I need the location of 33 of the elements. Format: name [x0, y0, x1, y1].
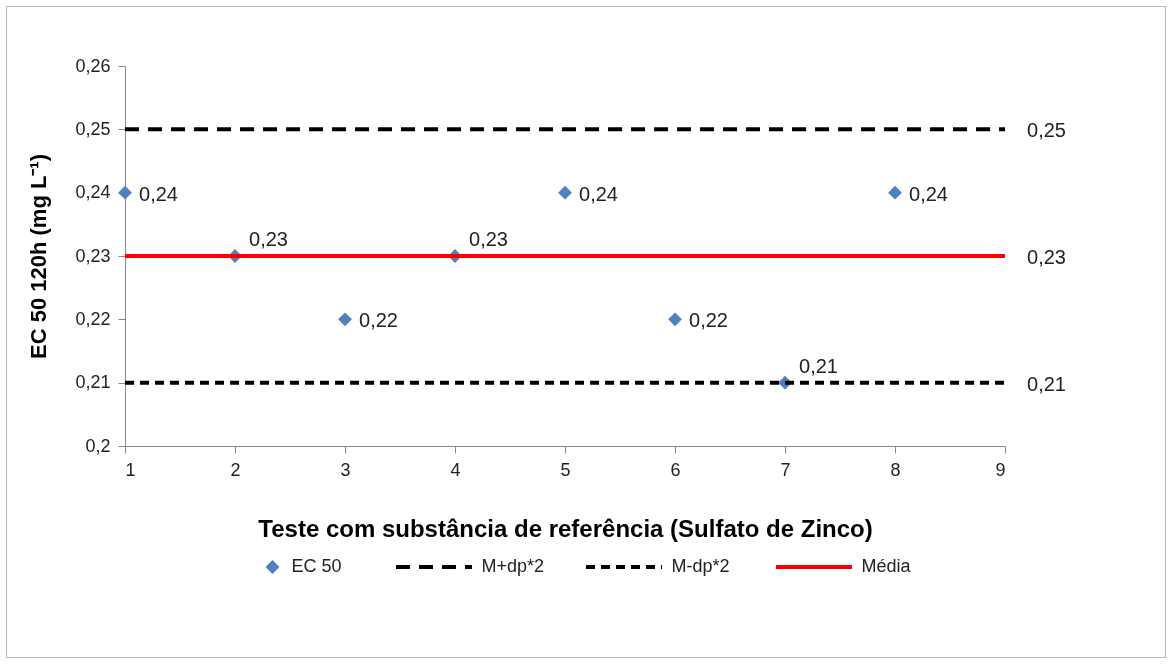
x-tick-label: 7: [780, 459, 791, 480]
y-tick-label: 0,26: [75, 55, 111, 76]
y-tick-label: 0,24: [75, 182, 111, 203]
x-tick-label: 1: [125, 459, 136, 480]
data-label: 0,22: [359, 309, 398, 332]
data-label: 0,25: [1027, 119, 1066, 142]
data-label: 0,21: [1027, 372, 1066, 395]
y-tick-label: 0,22: [75, 308, 111, 329]
x-tick-label: 3: [340, 459, 351, 480]
data-label: 0,21: [799, 354, 838, 377]
x-tick-label: 4: [450, 459, 461, 480]
legend-label: M+dp*2: [481, 556, 545, 576]
legend-label: Média: [861, 556, 912, 576]
legend-label: M-dp*2: [671, 556, 730, 576]
x-tick-label: 2: [230, 459, 241, 480]
data-label: 0,24: [579, 182, 618, 205]
x-tick-label: 6: [670, 459, 681, 480]
y-tick-label: 0,21: [75, 372, 111, 393]
y-tick-label: 0,23: [75, 245, 111, 266]
y-tick-label: 0,2: [85, 435, 111, 456]
data-label: 0,22: [689, 309, 728, 332]
legend-label: EC 50: [291, 556, 342, 576]
data-label: 0,23: [1027, 246, 1066, 268]
x-axis-title: Teste com substância de referência (Sulfato de Zinco): [258, 514, 873, 542]
data-label: 0,23: [249, 228, 288, 250]
x-tick-label: 5: [560, 459, 571, 480]
data-label: 0,24: [909, 182, 948, 205]
data-label: 0,24: [139, 182, 178, 205]
y-axis-title: EC 50 120h (mg L⁻¹): [25, 153, 51, 360]
x-tick-label: 9: [995, 459, 1006, 480]
data-label: 0,23: [469, 228, 508, 250]
x-tick-label: 8: [890, 459, 901, 480]
y-tick-label: 0,25: [75, 118, 111, 139]
